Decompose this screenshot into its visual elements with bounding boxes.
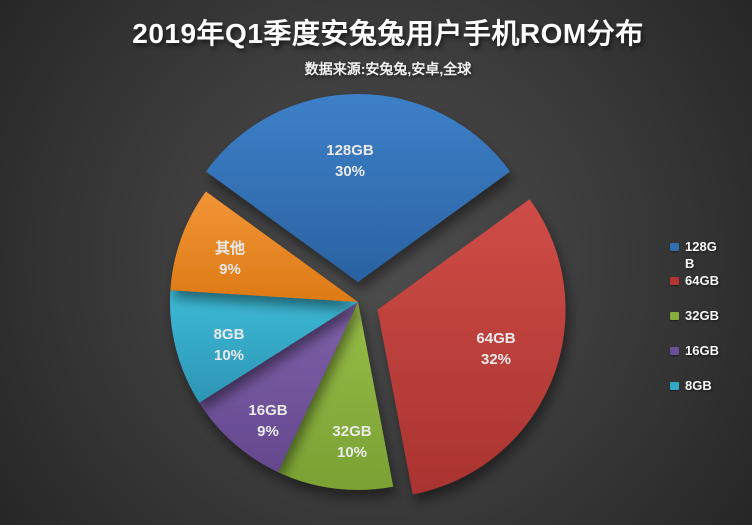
chart-subtitle: 数据来源:安兔兔,安卓,全球 [304, 61, 472, 77]
legend-item-16gb: 16GB [670, 342, 744, 359]
legend-label-64gb: 64GB [685, 273, 719, 288]
legend-item-32gb: 32GB [670, 307, 744, 324]
legend-swatch-8gb [670, 382, 679, 390]
legend-label-128gb: 128G B [685, 239, 717, 271]
chart-header: 2019年Q1季度安兔兔用户手机ROM分布 数据来源:安兔兔,安卓,全球 [0, 12, 752, 79]
legend-item-8gb: 8GB [670, 377, 744, 394]
slice-pct-32gb: 10% [337, 444, 367, 461]
legend: 128G B 64GB 32GB 16GB 8GB [670, 238, 744, 394]
legend-label-32gb: 32GB [685, 308, 719, 323]
pie-slice-32gb [277, 302, 394, 491]
legend-label-8gb: 8GB [685, 378, 712, 393]
slice-label-other: 其他 [215, 239, 245, 257]
slice-pct-8gb: 10% [214, 347, 244, 364]
slice-pct-64gb: 32% [481, 351, 511, 368]
slice-label-32gb: 32GB [332, 423, 371, 440]
pie-slice-128gb [205, 93, 511, 282]
pie-slice-16gb [199, 302, 358, 473]
legend-swatch-128gb [670, 243, 679, 251]
slice-label-128gb: 128GB [326, 142, 374, 159]
pie-slice-64gb [377, 199, 566, 495]
legend-swatch-32gb [670, 312, 679, 320]
legend-label-16gb: 16GB [685, 343, 719, 358]
legend-swatch-64gb [670, 277, 679, 285]
legend-item-128gb: 128G B [670, 238, 744, 272]
slice-pct-128gb: 30% [335, 163, 365, 180]
slice-label-8gb: 8GB [214, 326, 245, 343]
pie-slice-8gb [170, 290, 358, 403]
chart-title: 2019年Q1季度安兔兔用户手机ROM分布 [132, 18, 644, 49]
slice-label-16gb: 16GB [248, 402, 287, 419]
slice-pct-other: 9% [219, 261, 241, 278]
slice-label-64gb: 64GB [476, 330, 515, 347]
slice-pct-16gb: 9% [257, 423, 279, 440]
legend-swatch-16gb [670, 347, 679, 355]
pie-slice-other [170, 191, 358, 302]
legend-item-64gb: 64GB [670, 272, 744, 289]
